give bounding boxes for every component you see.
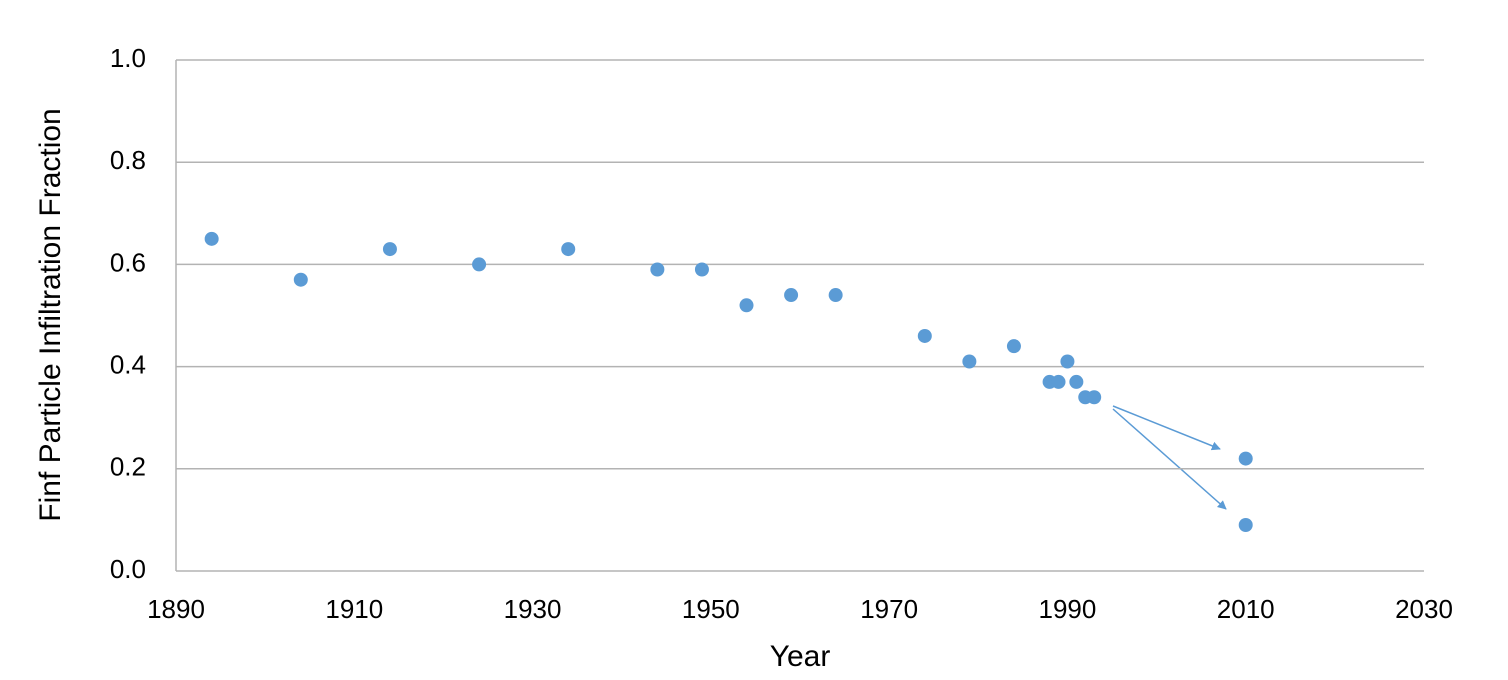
x-tick-label: 2010 [1217,594,1275,624]
y-tick-label: 0.0 [110,554,146,584]
data-point [917,328,932,343]
data-point [561,242,576,257]
data-point [472,257,487,272]
data-point [1060,354,1075,369]
data-point [694,262,709,277]
x-tick-label: 1930 [504,594,562,624]
data-point [382,242,397,257]
x-tick-label: 1950 [682,594,740,624]
data-point [650,262,665,277]
data-point [1006,339,1021,354]
data-point [1087,390,1102,405]
data-point [739,298,754,313]
data-point [784,288,799,303]
y-tick-label: 1.0 [110,43,146,73]
x-tick-label: 1910 [325,594,383,624]
x-tick-label: 1890 [147,594,205,624]
data-point [962,354,977,369]
y-tick-label: 0.4 [110,349,146,379]
data-point [1069,374,1084,389]
annotation-arrow [1112,408,1227,510]
data-point [1238,451,1253,466]
data-point [293,272,308,287]
y-tick-label: 0.6 [110,247,146,277]
annotation-arrow [1112,405,1221,451]
x-tick-label: 1970 [860,594,918,624]
y-tick-label: 0.8 [110,145,146,175]
data-point [1238,518,1253,533]
data-point [828,288,843,303]
data-point [204,231,219,246]
x-tick-label: 1990 [1039,594,1097,624]
x-tick-label: 2030 [1395,594,1453,624]
data-point [1051,374,1066,389]
y-tick-label: 0.2 [110,452,146,482]
y-axis-title: Finf Particle Infiltration Fraction [34,108,67,521]
x-axis-title: Year [770,640,831,673]
